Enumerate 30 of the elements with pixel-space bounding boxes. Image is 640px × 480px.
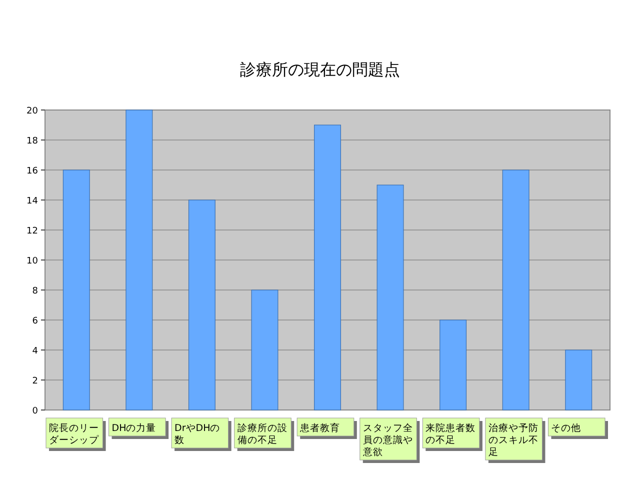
bar [314, 124, 341, 410]
x-tick-label: 診療所の設備の不足 [237, 422, 288, 446]
x-tick-label: スタッフ全員の意識や意欲 [362, 422, 413, 458]
bar [502, 170, 530, 410]
y-tick-label: 0 [32, 406, 38, 416]
x-tick-label: DrやDHの数 [174, 423, 220, 446]
bar [376, 184, 404, 410]
y-tick-label: 4 [32, 346, 38, 356]
x-tick-label: 患者教育 [299, 422, 340, 434]
y-tick-label: 10 [26, 256, 38, 266]
y-tick-label: 16 [26, 166, 38, 176]
bar [565, 350, 592, 410]
chart-title: 診療所の現在の問題点 [240, 60, 400, 79]
y-tick-label: 14 [26, 196, 38, 206]
x-tick-label: 治療や予防のスキル不足 [488, 422, 538, 458]
y-tick-label: 6 [32, 316, 38, 326]
x-tick-label: DHの力量 [112, 422, 156, 434]
y-tick-label: 2 [32, 376, 38, 386]
y-tick-label: 18 [26, 136, 38, 146]
x-tick-label: 来院患者数の不足 [426, 422, 476, 446]
bar [126, 110, 153, 410]
bar [440, 320, 467, 410]
y-tick-label: 12 [26, 226, 38, 236]
bar [251, 290, 278, 410]
bar [62, 170, 90, 410]
bar [188, 200, 216, 410]
x-tick-label: 院長のリーダーシップ [49, 422, 100, 446]
y-tick-label: 20 [26, 106, 38, 116]
x-tick-label: その他 [551, 422, 582, 434]
y-tick-label: 8 [32, 286, 38, 296]
